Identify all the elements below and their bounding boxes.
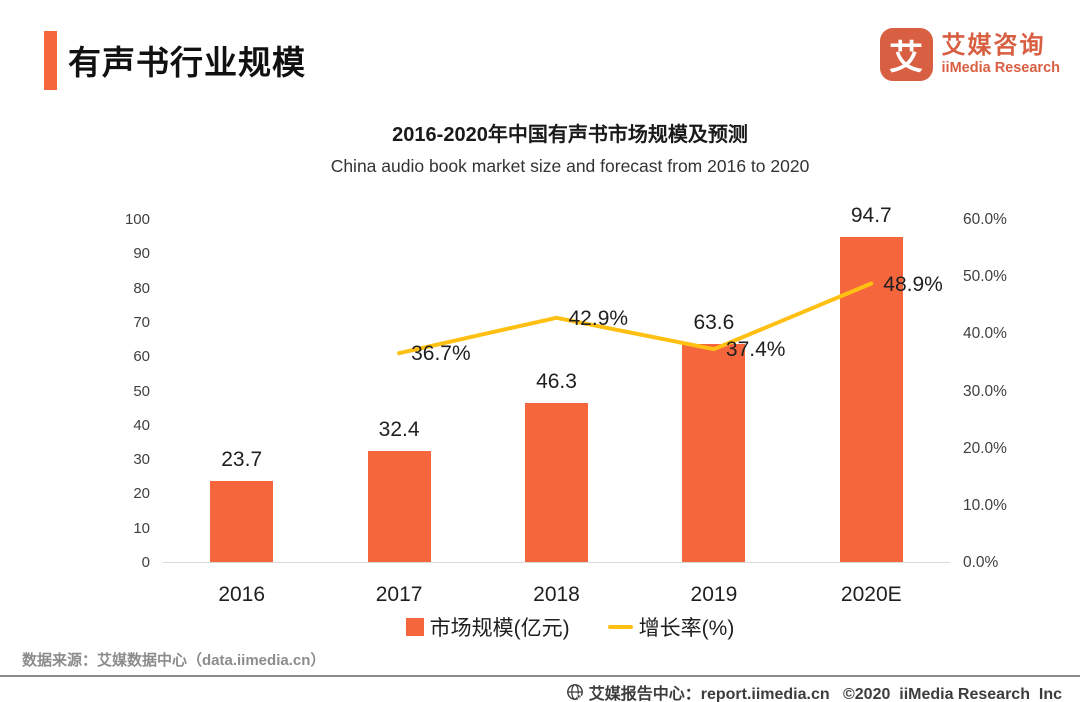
bar-value-label: 46.3 — [536, 370, 577, 394]
bar-value-label: 63.6 — [693, 310, 735, 334]
right-axis-tick: 10.0% — [963, 496, 1007, 514]
bar-2019 — [682, 343, 746, 562]
x-axis-label-2019: 2019 — [690, 583, 738, 606]
legend-label: 市场规模(亿元) — [429, 617, 570, 640]
growth-point-label: 48.9% — [883, 272, 943, 296]
bar-value-label: 32.4 — [378, 417, 420, 441]
right-axis-tick: 60.0% — [963, 211, 1007, 228]
iimedia-logo-icon: 艾 — [879, 28, 933, 81]
page-title: 有声书行业规模 — [68, 44, 306, 81]
right-axis-tick: 20.0% — [963, 439, 1007, 457]
growth-point-label: 37.4% — [725, 338, 786, 362]
right-axis-tick: 50.0% — [963, 268, 1007, 286]
bar-2017 — [367, 450, 431, 562]
legend-item: 市场规模(亿元) — [405, 612, 570, 642]
x-axis: 2016 2017 2018 2019 2020E — [163, 583, 950, 609]
bar-value-label: 23.7 — [221, 447, 263, 471]
chart-legend: 市场规模(亿元) 增长率(%) — [60, 612, 1080, 642]
legend-label: 增长率(%) — [638, 617, 735, 640]
footer-divider — [0, 675, 1080, 677]
footer-text: 艾媒报告中心：report.iimedia.cn ©2020 iiMedia R… — [588, 686, 1062, 702]
logo-name-cn: 艾媒咨询 — [941, 32, 1046, 59]
right-axis-tick: 30.0% — [963, 382, 1007, 400]
left-axis-tick: 70 — [133, 313, 150, 331]
left-axis-tick: 90 — [133, 245, 150, 263]
growth-point-label: 42.9% — [568, 306, 629, 330]
left-axis-tick: 100 — [124, 211, 150, 228]
data-source-note: 数据来源：艾媒数据中心（data.iimedia.cn） — [22, 652, 326, 669]
chart-subtitle: China audio book market size and forecas… — [330, 156, 810, 176]
bar-2018 — [525, 403, 588, 562]
legend-item: 增长率(%) — [607, 612, 735, 642]
right-axis-tick: 40.0% — [963, 325, 1007, 343]
logo-text: 艾媒咨询 iiMedia Research — [942, 32, 1060, 77]
left-axis-tick: 50 — [133, 382, 150, 400]
growth-rate-line — [397, 281, 874, 356]
title-accent-bar — [44, 31, 57, 90]
bar-2016 — [210, 480, 274, 562]
legend-bar-swatch — [405, 618, 424, 636]
growth-point-label: 36.7% — [411, 342, 471, 366]
left-axis-tick: 40 — [133, 416, 150, 434]
x-axis-label-2020E: 2020E — [840, 583, 902, 606]
left-axis-tick: 30 — [133, 451, 150, 469]
footer: 艾媒报告中心：report.iimedia.cn ©2020 iiMedia R… — [566, 680, 1062, 702]
legend-line-swatch — [607, 625, 633, 629]
left-y-axis: 0 10 20 30 40 50 60 70 80 90 100 — [92, 211, 150, 571]
right-axis-tick: 0.0% — [963, 554, 999, 571]
left-axis-tick: 20 — [133, 485, 150, 503]
left-axis-tick: 80 — [133, 279, 150, 297]
iimedia-logo: 艾 艾媒咨询 iiMedia Research — [879, 28, 1060, 81]
chart-title: 2016-2020年中国有声书市场规模及预测 — [392, 124, 748, 146]
left-axis-tick: 60 — [133, 348, 150, 366]
bar-value-label: 94.7 — [850, 204, 892, 228]
left-axis-tick: 10 — [133, 519, 150, 537]
logo-name-en: iiMedia Research — [941, 60, 1060, 76]
right-y-axis: 0.0% 10.0% 20.0% 30.0% 40.0% 50.0% 60.0% — [963, 211, 1033, 571]
x-axis-label-2018: 2018 — [533, 583, 580, 606]
x-axis-label-2017: 2017 — [375, 583, 423, 606]
x-axis-label-2016: 2016 — [218, 583, 266, 606]
left-axis-tick: 0 — [141, 554, 150, 571]
plot-area: 23.7 32.4 46.3 63.6 94.7 36.7% 42.9% 37.4% 48.9% — [163, 204, 950, 563]
globe-icon — [566, 684, 583, 701]
